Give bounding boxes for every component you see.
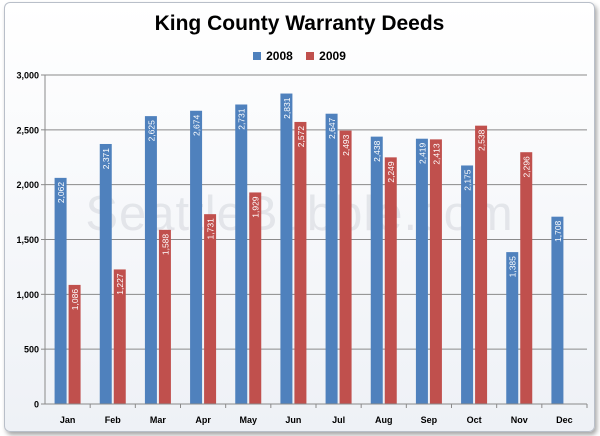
chart-title: King County Warranty Deeds xyxy=(154,12,445,35)
bar-2008-may xyxy=(235,104,248,404)
bar-2008-mar xyxy=(144,116,157,404)
bar-2008-feb xyxy=(99,143,112,404)
x-tick-label: Dec xyxy=(556,415,573,425)
bar-2009-jan xyxy=(68,284,81,404)
bar-2009-jun xyxy=(294,121,307,405)
x-tick-label: Sep xyxy=(421,415,438,425)
x-tick-label: Jun xyxy=(285,415,301,425)
data-label: 2,572 xyxy=(296,126,306,148)
x-tick-label: Mar xyxy=(150,415,167,425)
bar-2009-nov xyxy=(520,152,533,404)
bar-2008-nov xyxy=(506,252,519,404)
data-label: 2,831 xyxy=(282,97,292,119)
data-label: 2,493 xyxy=(341,134,351,156)
legend-swatch-2009 xyxy=(306,52,315,60)
data-label: 2,731 xyxy=(237,108,247,130)
x-tick-label: Aug xyxy=(375,415,393,425)
bar-2008-dec xyxy=(551,216,564,404)
chart-frame: King County Warranty Deeds 2008 2009 Sea… xyxy=(4,2,595,432)
data-label: 2,419 xyxy=(417,142,427,164)
bar-2009-apr xyxy=(204,214,217,404)
y-tick-label: 500 xyxy=(24,345,39,355)
bar-2008-apr xyxy=(190,110,203,404)
bar-chart: 0 500 1,000 1,500 2,000 2,500 3,000 2,062 1,086 J… xyxy=(16,71,588,425)
data-label: 2,674 xyxy=(192,114,202,136)
x-tick-label: Feb xyxy=(105,415,122,425)
data-label: 1,929 xyxy=(251,196,261,218)
data-label: 2,371 xyxy=(101,148,111,170)
bar-2008-jul xyxy=(325,113,338,404)
x-tick-label: Nov xyxy=(511,415,528,425)
bar-2009-sep xyxy=(429,139,442,404)
legend-item-2008: 2008 xyxy=(253,49,293,63)
bar-2008-jun xyxy=(280,93,293,405)
legend-label-2008: 2008 xyxy=(266,49,293,63)
data-label: 2,438 xyxy=(372,140,382,162)
y-tick-label: 1,500 xyxy=(16,235,39,245)
legend-label-2009: 2009 xyxy=(319,49,346,63)
data-label: 1,708 xyxy=(553,220,563,242)
bar-2009-aug xyxy=(384,157,397,404)
legend-swatch-2008 xyxy=(253,52,262,60)
legend: 2008 2009 xyxy=(5,49,594,63)
y-tick-label: 1,000 xyxy=(16,290,39,300)
data-label: 2,413 xyxy=(431,143,441,165)
x-tick-label: Jul xyxy=(332,415,345,425)
data-label: 2,647 xyxy=(327,117,337,139)
data-label: 1,227 xyxy=(115,273,125,295)
y-tick-label: 3,000 xyxy=(16,71,39,81)
x-tick-label: Jan xyxy=(60,415,76,425)
x-tick-label: Apr xyxy=(195,415,211,425)
bar-2009-mar xyxy=(158,229,171,404)
data-label: 2,062 xyxy=(56,182,66,204)
x-tick-label: Oct xyxy=(467,415,482,425)
y-tick-label: 2,000 xyxy=(16,180,39,190)
data-label: 2,625 xyxy=(146,120,156,142)
data-label: 1,086 xyxy=(70,289,80,311)
bar-2008-aug xyxy=(370,136,383,404)
bar-2009-feb xyxy=(113,269,126,404)
bar-2009-may xyxy=(249,192,262,404)
data-label: 1,731 xyxy=(206,218,216,240)
bar-2009-oct xyxy=(475,125,488,404)
bar-2009-jul xyxy=(339,130,352,404)
x-tick-label: May xyxy=(239,415,257,425)
data-label: 2,249 xyxy=(386,161,396,183)
legend-item-2009: 2009 xyxy=(306,49,346,63)
data-label: 2,538 xyxy=(477,129,487,151)
y-tick-label: 2,500 xyxy=(16,125,39,135)
bar-2008-jan xyxy=(54,177,67,404)
data-label: 2,175 xyxy=(463,169,473,191)
y-tick-label: 0 xyxy=(34,400,39,410)
bar-2008-oct xyxy=(461,165,474,404)
bar-2008-sep xyxy=(415,138,428,404)
data-label: 1,385 xyxy=(508,256,518,278)
data-label: 1,588 xyxy=(160,234,170,256)
data-label: 2,296 xyxy=(522,156,532,178)
